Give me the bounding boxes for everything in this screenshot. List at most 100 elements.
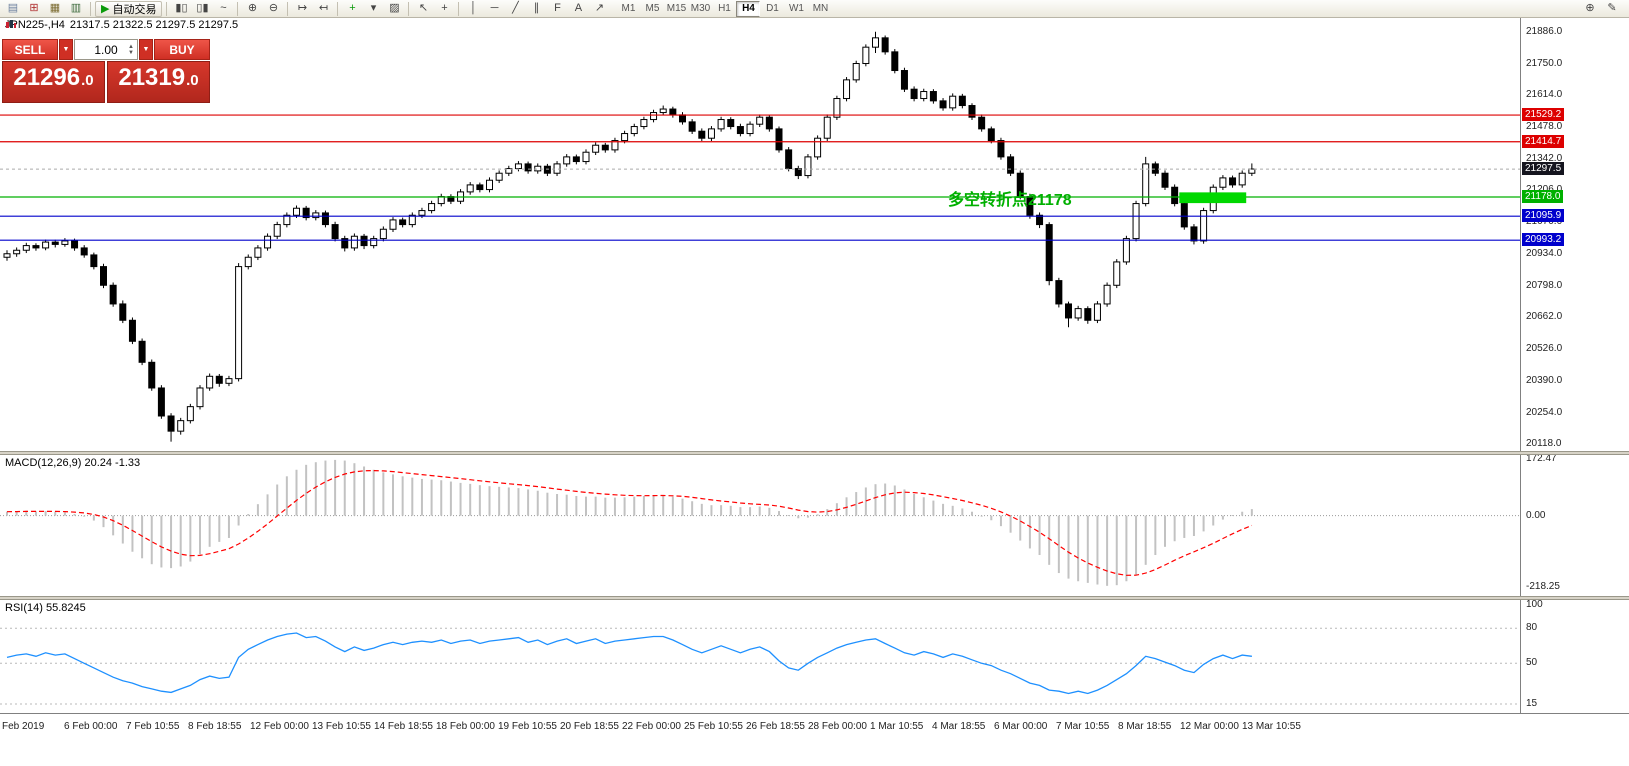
fibonacci-icon[interactable]: F	[554, 2, 561, 14]
price-axis-label: 20662.0	[1526, 311, 1563, 323]
timeframe-D1[interactable]: D1	[766, 3, 779, 14]
macd-signal-line	[6, 469, 1253, 576]
timeframe-group: M1 M5 M15 M30 H1 H4 D1 W1 MN	[616, 0, 832, 17]
toolbar-separator	[166, 1, 168, 16]
volume-down-button[interactable]: ▼	[128, 49, 134, 56]
macd-histogram	[6, 459, 1253, 586]
toolbar: ▤ ⊞ ▦ ▥ ▶ 自动交易 ▮▯ ▯▮ ~ ⊕ ⊖ ↦ ↤ + ▾ ▨ ↖ + │ ─ ╱ ∥ F A ↗ M1 M5 M15 M30…	[0, 0, 1629, 18]
buy-button[interactable]: BUY	[154, 39, 210, 60]
time-axis[interactable]: Feb 2019 6 Feb 00:00 7 Feb 10:55 8 Feb 18:5…	[0, 713, 1629, 766]
one-click-top-row: SELL ▼ 1.00 ▲ ▼ ▼ BUY	[2, 39, 210, 60]
rsi-label: RSI(14) 55.8245	[5, 602, 86, 614]
cursor-icon[interactable]: ↖	[418, 2, 429, 14]
periods-icon[interactable]: ▾	[370, 2, 377, 14]
time-axis-label: Feb 2019	[2, 721, 45, 732]
timeframe-M15[interactable]: M15	[666, 3, 687, 14]
auto-scroll-icon[interactable]: ↦	[297, 2, 308, 14]
price-axis[interactable]: 21886.0 21750.0 21614.0 21478.0 21342.0 21206…	[1520, 18, 1629, 713]
time-axis-label: 12 Feb 00:00	[250, 721, 309, 732]
timeframe-H1[interactable]: H1	[718, 3, 731, 14]
rsi-axis-label: 100	[1526, 599, 1543, 610]
crosshair-icon[interactable]: +	[441, 2, 448, 14]
volume-field[interactable]: 1.00 ▲ ▼	[74, 39, 138, 60]
candlestick-chart-icon[interactable]: ▯▮	[196, 2, 209, 14]
chart-icon	[6, 20, 16, 28]
market-watch-icon[interactable]: ▥	[70, 2, 82, 14]
edit-icon[interactable]: ✎	[1607, 2, 1617, 14]
rsi-line	[6, 632, 1252, 695]
chart-window-icon[interactable]: ▤	[7, 2, 19, 14]
horizontal-line-icon[interactable]: ─	[490, 2, 499, 14]
time-axis-label: 8 Feb 18:55	[188, 721, 242, 732]
channel-icon[interactable]: ∥	[533, 2, 540, 14]
text-icon[interactable]: A	[574, 2, 583, 14]
timeframe-MN[interactable]: MN	[812, 3, 829, 14]
timeframe-H4[interactable]: H4	[736, 0, 761, 17]
toolbar-separator	[337, 1, 339, 16]
chart-header: JPN225-,H4 21317.5 21322.5 21297.5 21297…	[5, 19, 238, 31]
symbol-period: JPN225-,H4	[5, 19, 65, 31]
sell-button[interactable]: SELL	[2, 39, 58, 60]
rsi-canvas	[0, 627, 1520, 705]
buy-dropdown[interactable]: ▼	[139, 39, 153, 60]
sell-dropdown[interactable]: ▼	[59, 39, 73, 60]
price-decimal: .0	[81, 72, 94, 89]
macd-axis-label: 172.47	[1526, 453, 1557, 465]
line-chart-icon[interactable]: ~	[220, 2, 227, 14]
templates-icon[interactable]: ▨	[389, 2, 400, 14]
time-axis-label: 14 Feb 18:55	[374, 721, 433, 732]
time-axis-label: 7 Feb 10:55	[126, 721, 180, 732]
zoom-search-icon[interactable]: ⊕	[1585, 2, 1595, 14]
time-axis-label: 6 Feb 00:00	[64, 721, 118, 732]
price-axis-label: 21886.0	[1526, 25, 1563, 37]
price-axis-label: 20390.0	[1526, 374, 1563, 386]
rsi-axis-label: 50	[1526, 657, 1538, 669]
time-axis-label: 20 Feb 18:55	[560, 721, 619, 732]
bar-chart-icon[interactable]: ▮▯	[175, 2, 188, 14]
macd-panel[interactable]: MACD(12,26,9) 20.24 -1.33	[0, 455, 1520, 596]
time-axis-label: 12 Mar 00:00	[1180, 721, 1239, 732]
time-axis-label: 26 Feb 18:55	[746, 721, 805, 732]
time-axis-label: 1 Mar 10:55	[870, 721, 924, 732]
hline-price-badge: 21414.7	[1522, 134, 1565, 148]
macd-axis-label: -218.25	[1526, 581, 1560, 593]
timeframe-M1[interactable]: M1	[621, 3, 636, 14]
price-axis-label: 20798.0	[1526, 279, 1563, 291]
indicators-icon[interactable]: +	[349, 2, 356, 14]
price-decimal: .0	[186, 72, 199, 89]
timeframe-W1[interactable]: W1	[788, 3, 804, 14]
trendline-icon[interactable]: ╱	[512, 2, 519, 14]
main-price-chart[interactable]: JPN225-,H4 21317.5 21322.5 21297.5 21297…	[0, 18, 1520, 451]
chart-shift-icon[interactable]: ↤	[318, 2, 329, 14]
macd-label: MACD(12,26,9) 20.24 -1.33	[5, 457, 141, 469]
price-axis-label: 21750.0	[1526, 57, 1563, 69]
toolbar-separator	[287, 1, 289, 16]
rsi-panel[interactable]: RSI(14) 55.8245	[0, 600, 1520, 713]
zoom-out-icon[interactable]: ⊖	[268, 2, 279, 14]
toolbar-right-group: ⊕ ✎	[1580, 1, 1626, 17]
price-axis-label: 20526.0	[1526, 343, 1563, 355]
autotrading-button[interactable]: ▶ 自动交易	[95, 0, 163, 17]
autotrading-play-icon: ▶	[101, 3, 110, 15]
new-order-icon[interactable]: ⊞	[29, 2, 39, 14]
toolbar-separator	[90, 1, 91, 16]
timeframe-M5[interactable]: M5	[645, 3, 660, 14]
panel-splitter[interactable]	[0, 596, 1629, 600]
panel-splitter[interactable]	[0, 451, 1629, 455]
time-axis-label: 4 Mar 18:55	[932, 721, 986, 732]
time-axis-label: 6 Mar 00:00	[994, 721, 1048, 732]
time-axis-label: 8 Mar 18:55	[1118, 721, 1172, 732]
vertical-line-icon[interactable]: │	[470, 2, 477, 14]
price-axis-label: 21342.0	[1526, 152, 1563, 164]
profiles-icon[interactable]: ▦	[49, 2, 61, 14]
price-main: 21319	[118, 64, 186, 91]
time-axis-label: 19 Feb 10:55	[498, 721, 557, 732]
sell-price[interactable]: 21296.0	[2, 61, 105, 103]
timeframe-M30[interactable]: M30	[690, 3, 711, 14]
zoom-in-icon[interactable]: ⊕	[247, 2, 258, 14]
buy-price[interactable]: 21319.0	[107, 61, 210, 103]
volume-up-button[interactable]: ▲	[128, 43, 134, 50]
arrows-icon[interactable]: ↗	[594, 2, 605, 14]
rsi-axis-label: 15	[1526, 698, 1538, 710]
toolbar-separator	[237, 1, 239, 16]
